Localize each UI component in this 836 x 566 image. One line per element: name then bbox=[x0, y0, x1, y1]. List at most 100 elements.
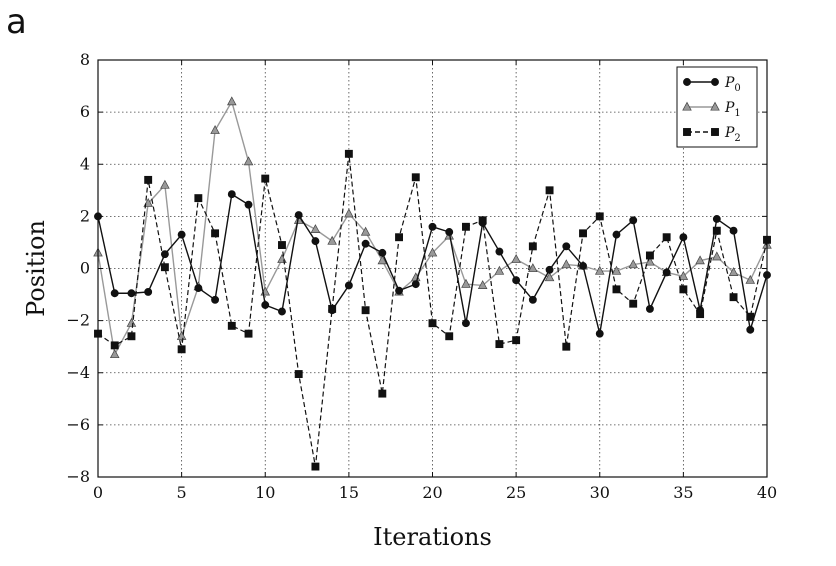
x-tick-label: 25 bbox=[506, 483, 526, 502]
data-point-p2 bbox=[127, 332, 136, 341]
data-point-p2 bbox=[160, 263, 169, 272]
data-point-p0 bbox=[361, 239, 370, 248]
x-tick-label: 5 bbox=[177, 483, 187, 502]
y-tick-label: −6 bbox=[66, 415, 90, 434]
data-point-p0 bbox=[729, 226, 738, 235]
data-point-p2 bbox=[294, 370, 303, 379]
data-point-p0 bbox=[227, 190, 236, 199]
y-tick-label: 0 bbox=[80, 259, 90, 278]
panel-label: a bbox=[6, 2, 27, 42]
x-tick-label: 20 bbox=[422, 483, 442, 502]
data-point-p2 bbox=[629, 299, 638, 308]
x-tick-label: 35 bbox=[673, 483, 693, 502]
data-point-p1 bbox=[126, 317, 137, 327]
x-tick-label: 10 bbox=[255, 483, 275, 502]
data-point-p2 bbox=[177, 345, 186, 354]
data-point-p1 bbox=[745, 274, 756, 284]
data-point-p1 bbox=[628, 259, 638, 269]
data-point-p1 bbox=[243, 156, 254, 166]
x-axis-label: Iterations bbox=[373, 523, 492, 551]
data-point-p0 bbox=[411, 280, 420, 289]
data-point-p2 bbox=[579, 229, 587, 238]
data-point-p1 bbox=[461, 278, 471, 288]
data-point-p1 bbox=[561, 259, 572, 269]
data-point-p2 bbox=[261, 174, 270, 183]
data-point-p0 bbox=[294, 211, 303, 220]
x-tick-label: 15 bbox=[339, 483, 359, 502]
data-point-p0 bbox=[662, 268, 671, 277]
data-point-p1 bbox=[544, 272, 555, 282]
data-point-p2 bbox=[244, 329, 253, 338]
data-point-p0 bbox=[746, 325, 755, 334]
data-point-p0 bbox=[645, 304, 654, 313]
data-point-p2 bbox=[528, 242, 537, 251]
data-point-p1 bbox=[210, 125, 220, 134]
legend-marker bbox=[710, 101, 720, 111]
data-point-p0 bbox=[579, 261, 587, 270]
data-point-p0 bbox=[211, 295, 220, 304]
data-point-p2 bbox=[462, 222, 470, 231]
data-point-p0 bbox=[395, 286, 403, 295]
data-point-p1 bbox=[728, 267, 739, 276]
data-point-p2 bbox=[227, 321, 236, 330]
series-layer bbox=[93, 96, 772, 471]
y-tick-label: −8 bbox=[66, 467, 90, 486]
y-tick-label: 4 bbox=[80, 154, 90, 173]
data-point-p2 bbox=[428, 319, 437, 328]
data-point-p2 bbox=[194, 194, 203, 203]
data-point-p1 bbox=[160, 179, 170, 189]
data-point-p0 bbox=[278, 307, 286, 316]
data-point-p0 bbox=[127, 289, 136, 298]
data-point-p2 bbox=[445, 332, 454, 341]
data-point-p0 bbox=[629, 216, 638, 225]
data-point-p2 bbox=[512, 336, 521, 345]
legend-marker bbox=[711, 78, 719, 86]
data-point-p2 bbox=[562, 342, 571, 351]
data-point-p1 bbox=[344, 208, 354, 218]
y-tick-label: 8 bbox=[80, 50, 90, 69]
data-point-p0 bbox=[344, 281, 353, 290]
data-point-p1 bbox=[678, 270, 689, 280]
series-p2 bbox=[94, 149, 771, 471]
data-point-p2 bbox=[344, 149, 353, 158]
x-tick-label: 30 bbox=[590, 483, 610, 502]
legend-marker bbox=[711, 128, 719, 136]
data-point-p0 bbox=[244, 200, 253, 209]
data-point-p2 bbox=[679, 285, 688, 294]
data-point-p0 bbox=[445, 228, 454, 236]
data-point-p1 bbox=[310, 224, 321, 233]
data-point-p2 bbox=[612, 285, 621, 294]
data-point-p1 bbox=[227, 96, 237, 106]
data-point-p0 bbox=[562, 242, 571, 251]
data-point-p0 bbox=[612, 230, 621, 239]
legend-marker bbox=[682, 101, 692, 111]
data-point-p2 bbox=[411, 173, 420, 182]
data-point-p2 bbox=[729, 293, 738, 302]
data-point-p1 bbox=[611, 265, 622, 275]
legend-marker bbox=[683, 128, 691, 136]
data-point-p2 bbox=[595, 212, 604, 221]
data-point-p0 bbox=[595, 329, 604, 338]
x-tick-label: 40 bbox=[757, 483, 777, 502]
data-point-p0 bbox=[696, 306, 705, 315]
data-point-p0 bbox=[679, 233, 688, 242]
data-point-p2 bbox=[361, 306, 370, 315]
data-point-p2 bbox=[311, 462, 320, 471]
data-point-p1 bbox=[360, 226, 371, 236]
y-axis-label: Position bbox=[22, 220, 50, 317]
data-point-p2 bbox=[662, 233, 671, 242]
data-point-p1 bbox=[377, 255, 388, 265]
data-point-p0 bbox=[194, 284, 203, 292]
data-point-p0 bbox=[160, 250, 169, 259]
data-point-p2 bbox=[712, 226, 721, 235]
series-p0 bbox=[94, 190, 771, 338]
data-point-p0 bbox=[328, 306, 337, 315]
data-point-p0 bbox=[462, 319, 470, 328]
axis-ticks: 0 5 10 15 20 25 30 35 40 −8 −6 −4 −2 0 2 4 6 8 bbox=[66, 50, 777, 502]
data-point-p2 bbox=[378, 389, 387, 398]
data-point-p1 bbox=[494, 265, 505, 275]
y-tick-label: −2 bbox=[66, 311, 90, 330]
data-point-p2 bbox=[110, 341, 119, 350]
